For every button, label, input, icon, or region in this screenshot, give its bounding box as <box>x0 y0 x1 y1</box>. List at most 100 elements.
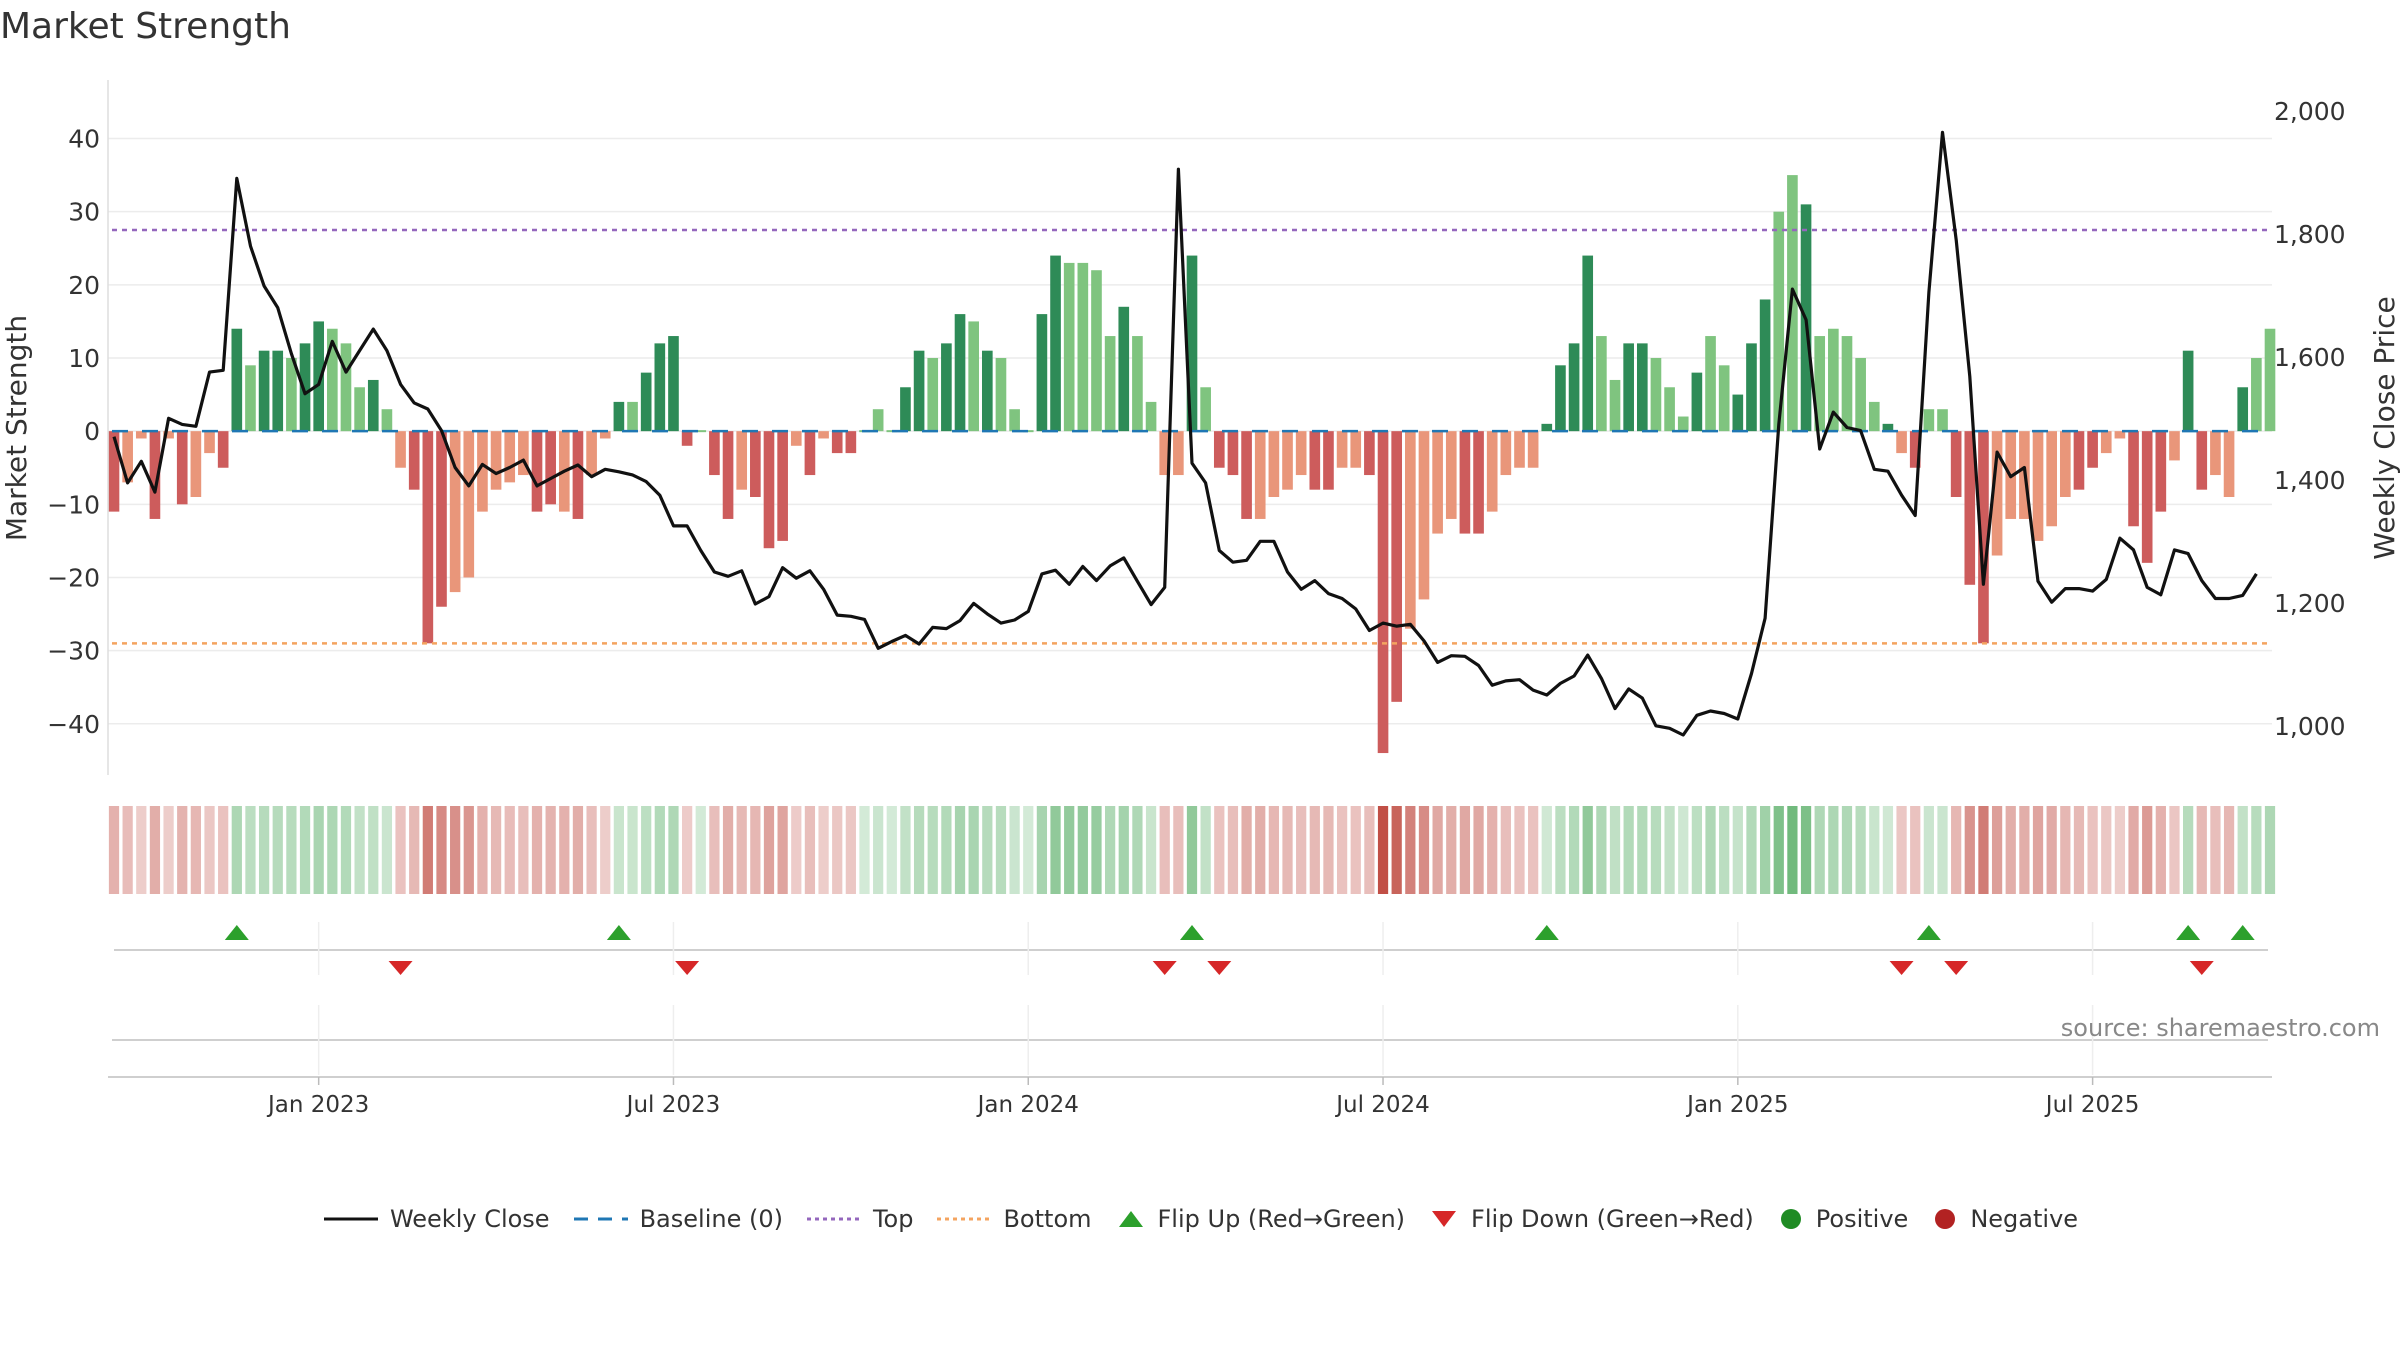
heat-cell <box>1637 806 1648 894</box>
heat-cell <box>2073 806 2085 894</box>
heat-cell <box>695 806 706 894</box>
legend-bottom[interactable]: Bottom <box>935 1205 1092 1233</box>
heat-cell <box>1841 806 1853 894</box>
heat-cell <box>1937 806 1948 894</box>
strength-bar <box>2059 431 2071 497</box>
strength-bar <box>941 343 952 432</box>
strength-bar <box>518 431 529 476</box>
strength-bar <box>1691 372 1703 432</box>
legend-flip-down[interactable]: Flip Down (Green→Red) <box>1427 1205 1754 1233</box>
flip-up-marker <box>1916 925 1941 940</box>
chart-title: Market Strength <box>0 6 291 47</box>
strength-bar <box>1923 409 1935 432</box>
strength-bar <box>599 431 611 439</box>
strength-bar <box>258 350 270 432</box>
legend-baseline[interactable]: Baseline (0) <box>572 1205 783 1233</box>
y2-axis-label: Weekly Close Price <box>2368 296 2400 559</box>
heat-cell <box>1145 806 1157 894</box>
strength-bar <box>2032 431 2044 541</box>
heat-cell <box>2237 806 2248 894</box>
strength-bar <box>149 431 161 519</box>
strength-bar <box>1391 431 1403 702</box>
flip-down-marker <box>1207 961 1232 975</box>
strength-bar <box>790 431 802 446</box>
strength-bar <box>449 431 461 593</box>
legend-label: Flip Down (Green→Red) <box>1471 1205 1754 1233</box>
legend-negative[interactable]: Negative <box>1930 1205 2078 1233</box>
heat-cell <box>518 806 529 894</box>
strength-bar <box>831 431 843 454</box>
flip-down-marker <box>1152 961 1177 975</box>
y2-tick-label: 1,000 <box>2274 712 2346 741</box>
strength-bar <box>408 431 420 490</box>
heat-cell <box>1719 806 1730 894</box>
strength-bar <box>327 328 338 432</box>
legend-label: Negative <box>1970 1205 2079 1233</box>
heat-cell <box>586 806 597 894</box>
strength-bar <box>108 431 120 512</box>
heat-cell <box>2128 806 2139 894</box>
heat-cell <box>2251 806 2262 894</box>
strength-bar <box>1336 431 1348 468</box>
heat-cell <box>258 806 270 894</box>
flip-up-marker <box>2230 925 2255 940</box>
strength-bar <box>627 401 638 432</box>
strength-bar <box>886 430 898 433</box>
heat-cell <box>845 806 856 894</box>
strength-bar <box>1377 431 1389 754</box>
strength-bar <box>681 431 693 446</box>
heat-cell <box>2114 806 2126 894</box>
y-tick-label: 20 <box>68 271 100 300</box>
heat-cell <box>2005 806 2016 894</box>
strength-bar <box>286 358 297 432</box>
strength-bar <box>777 431 788 541</box>
legend-weekly-close[interactable]: Weekly Close <box>322 1205 550 1233</box>
heat-cell <box>654 806 665 894</box>
strength-bar <box>1418 431 1430 600</box>
strength-bar <box>1050 255 1061 432</box>
heat-cell <box>913 806 925 894</box>
strength-bar <box>422 431 434 644</box>
heat-cell <box>1350 806 1361 894</box>
heat-cell <box>641 806 652 894</box>
heat-cell <box>1978 806 1989 894</box>
green-dot-icon <box>1780 1209 1801 1229</box>
price-line-layer <box>112 130 2258 737</box>
heat-cell <box>791 806 802 894</box>
strength-bar <box>2237 387 2249 432</box>
strength-bar <box>2046 431 2057 527</box>
strength-bar <box>122 431 133 483</box>
legend-top[interactable]: Top <box>805 1205 913 1233</box>
dotted-swatch-icon <box>806 1217 861 1221</box>
heat-cell <box>2169 806 2180 894</box>
strength-bar <box>217 431 229 468</box>
heat-cell <box>1951 806 1962 894</box>
strength-bar <box>640 372 652 432</box>
heat-cell <box>627 806 638 894</box>
heat-cell <box>873 806 884 894</box>
legend-flip-up[interactable]: Flip Up (Red→Green) <box>1114 1205 1405 1233</box>
strength-bar <box>1882 423 1894 432</box>
heat-cell <box>750 806 761 894</box>
strength-bar <box>668 336 679 432</box>
heat-cell <box>2019 806 2030 894</box>
strength-bar <box>1705 336 1716 432</box>
heat-cell <box>1609 806 1621 894</box>
strength-bar <box>804 431 816 476</box>
strength-bar <box>340 343 352 432</box>
legend-positive[interactable]: Positive <box>1776 1205 1908 1233</box>
strength-bar <box>1459 431 1471 534</box>
strength-bar <box>845 431 857 454</box>
heat-cell <box>832 806 843 894</box>
heat-cell <box>1309 806 1320 894</box>
heat-cell <box>463 806 474 894</box>
heat-cell <box>1582 806 1593 894</box>
strength-bar <box>927 358 939 432</box>
heat-cell <box>1787 806 1798 894</box>
strength-bar <box>1828 328 1839 432</box>
strength-bar <box>354 387 365 432</box>
flip-up-marker <box>1534 925 1559 940</box>
heat-cell <box>1814 806 1825 894</box>
strength-bar <box>2196 431 2208 490</box>
heat-cell <box>1650 806 1662 894</box>
